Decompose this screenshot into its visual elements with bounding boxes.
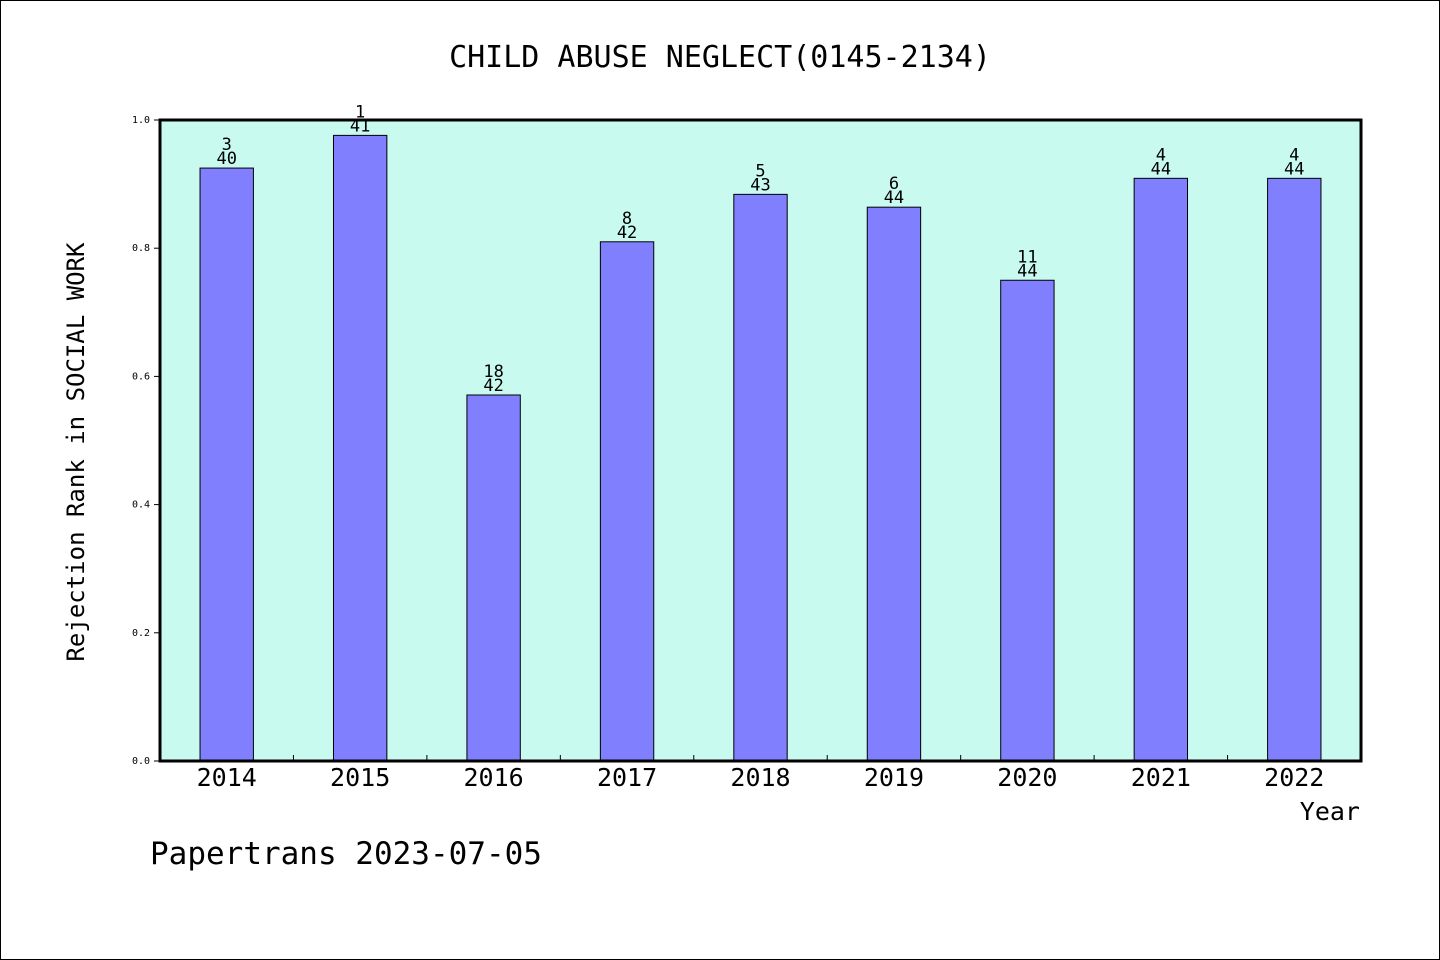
y-axis: 0.0 0.2 0.4 0.6 0.8 1.0 [132,115,160,767]
bar-2017 [599,241,655,762]
bar-2018 [733,193,788,762]
bar-label-top-2017: 8 [622,209,632,229]
x-tick-label-2018: 2018 [730,763,790,792]
bar-label-bottom-2022: 44 [1284,159,1304,179]
bar-label-top-2015: 1 [355,102,365,122]
x-tick-label-2016: 2016 [464,763,524,792]
bar-label-top-2019: 6 [889,174,899,194]
bar-2014 [199,167,254,762]
x-axis: 2014 2015 2016 2017 2018 2019 2020 2021 2022 [197,755,1324,792]
plot-border [158,118,1363,763]
footer-text: Papertrans 2023-07-05 [150,836,542,872]
x-tick-label-2021: 2021 [1131,763,1191,792]
bar-2020 [1000,279,1055,762]
y-axis-label: Rejection Rank in SOCIAL WORK [62,242,90,662]
x-axis-label: Year [1300,797,1360,826]
bar-label-top-2016: 18 [483,362,503,382]
bar-label-top-2021: 4 [1156,145,1166,165]
bar-2015 [332,134,388,762]
x-tick-label-2019: 2019 [864,763,924,792]
bar-2021 [1133,177,1189,762]
bar-label-bottom-2016: 42 [483,376,503,396]
x-tick-label-2014: 2014 [197,763,257,792]
bar-label-bottom-2021: 44 [1151,159,1171,179]
y-tick-label-1.0: 1.0 [132,115,150,126]
bar-2022 [1267,177,1322,762]
x-tick-label-2022: 2022 [1264,763,1324,792]
bar-label-bottom-2014: 40 [216,149,236,169]
x-tick-label-2015: 2015 [330,763,390,792]
y-tick-label-0.6: 0.6 [132,371,150,382]
x-tick-label-2017: 2017 [597,763,657,792]
bar-label-top-2014: 3 [222,135,232,155]
bar-2019 [866,206,922,762]
bar-2016 [466,394,521,762]
bar-label-bottom-2019: 44 [884,188,904,208]
bar-label-bottom-2017: 42 [617,223,637,243]
y-tick-label-0.0: 0.0 [132,756,150,767]
chart-title: CHILD ABUSE NEGLECT(0145-2134) [449,40,991,75]
bar-label-top-2020: 11 [1017,247,1037,267]
bar-label-top-2018: 5 [755,161,765,181]
bar-label-bottom-2020: 44 [1017,261,1037,281]
y-tick-label-0.2: 0.2 [132,628,150,639]
bar-label-top-2022: 4 [1289,145,1299,165]
x-tick-label-2020: 2020 [997,763,1057,792]
y-tick-label-0.4: 0.4 [132,500,150,511]
y-tick-label-0.8: 0.8 [132,243,150,254]
bar-label-bottom-2018: 43 [750,175,770,195]
bars-layer [199,134,1322,762]
